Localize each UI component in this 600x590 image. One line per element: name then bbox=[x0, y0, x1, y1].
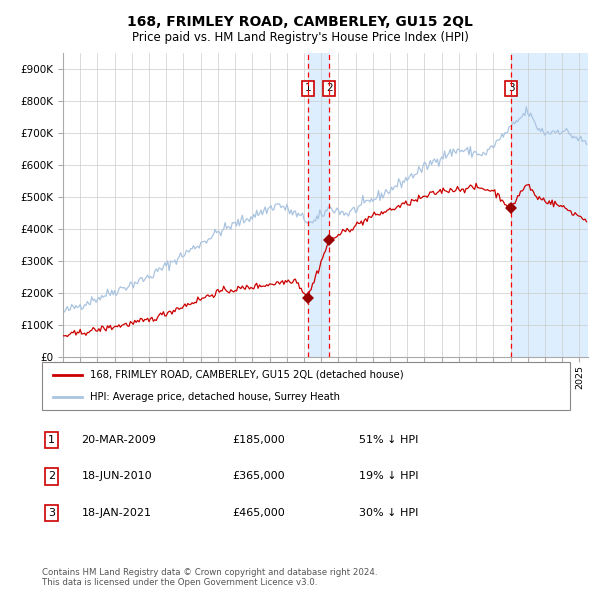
Text: £465,000: £465,000 bbox=[232, 508, 285, 517]
Text: Contains HM Land Registry data © Crown copyright and database right 2024.
This d: Contains HM Land Registry data © Crown c… bbox=[42, 568, 377, 587]
Text: 2: 2 bbox=[326, 83, 332, 93]
Text: Price paid vs. HM Land Registry's House Price Index (HPI): Price paid vs. HM Land Registry's House … bbox=[131, 31, 469, 44]
FancyBboxPatch shape bbox=[42, 362, 570, 410]
Text: 20-MAR-2009: 20-MAR-2009 bbox=[82, 435, 157, 445]
Text: 2: 2 bbox=[48, 471, 55, 481]
Text: 3: 3 bbox=[508, 83, 515, 93]
Bar bbox=[511, 53, 588, 357]
Text: 51% ↓ HPI: 51% ↓ HPI bbox=[359, 435, 418, 445]
Text: £185,000: £185,000 bbox=[232, 435, 285, 445]
Text: 18-JUN-2010: 18-JUN-2010 bbox=[82, 471, 152, 481]
Text: 168, FRIMLEY ROAD, CAMBERLEY, GU15 2QL (detached house): 168, FRIMLEY ROAD, CAMBERLEY, GU15 2QL (… bbox=[89, 370, 403, 380]
Text: 30% ↓ HPI: 30% ↓ HPI bbox=[359, 508, 418, 517]
Text: 1: 1 bbox=[304, 83, 311, 93]
Bar bbox=[308, 53, 329, 357]
Text: HPI: Average price, detached house, Surrey Heath: HPI: Average price, detached house, Surr… bbox=[89, 392, 340, 402]
Text: 19% ↓ HPI: 19% ↓ HPI bbox=[359, 471, 418, 481]
Text: 3: 3 bbox=[48, 508, 55, 517]
Text: £365,000: £365,000 bbox=[232, 471, 285, 481]
Text: 18-JAN-2021: 18-JAN-2021 bbox=[82, 508, 152, 517]
Text: 168, FRIMLEY ROAD, CAMBERLEY, GU15 2QL: 168, FRIMLEY ROAD, CAMBERLEY, GU15 2QL bbox=[127, 15, 473, 29]
Text: 1: 1 bbox=[48, 435, 55, 445]
